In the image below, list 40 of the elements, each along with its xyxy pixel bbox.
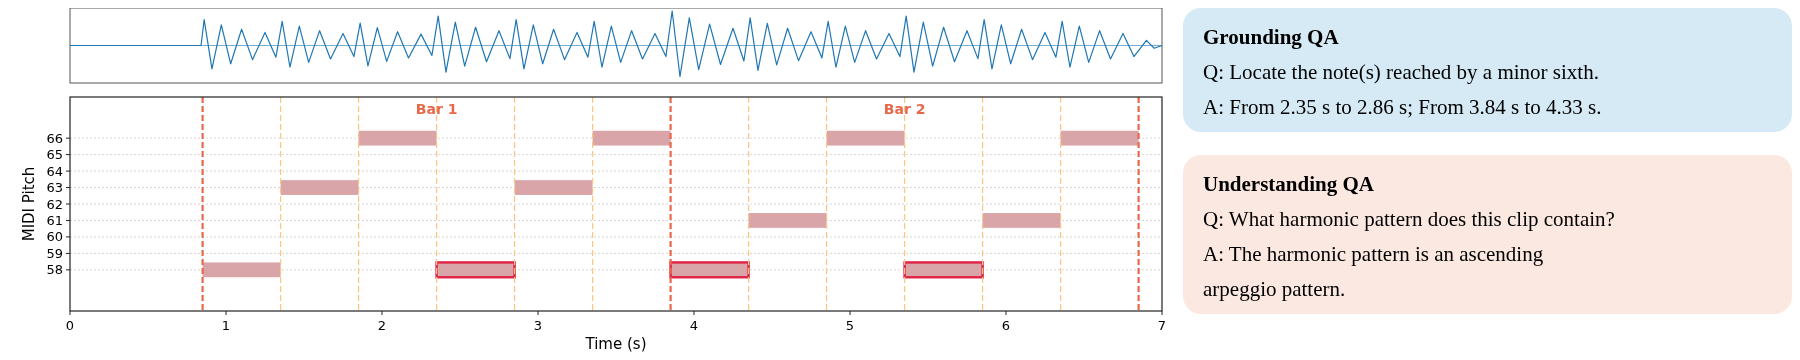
y-tick-label: 66 xyxy=(46,130,63,146)
bar xyxy=(435,261,516,279)
bar xyxy=(592,130,671,146)
y-tick-label: 59 xyxy=(46,245,63,261)
x-tick-label: 1 xyxy=(221,318,231,333)
text: Q: What harmonic pattern does this clip contain? xyxy=(1203,207,1615,231)
x-tick-label: 0 xyxy=(65,318,75,333)
y-tick-label: 64 xyxy=(46,163,63,179)
bar xyxy=(669,261,750,279)
x-tick-label: 5 xyxy=(845,318,855,333)
y-tick-label: 60 xyxy=(46,229,63,245)
x-axis-title: Time (s) xyxy=(584,335,647,353)
bar xyxy=(1060,130,1139,146)
bar xyxy=(514,180,593,195)
text: Understanding QA xyxy=(1203,172,1375,196)
y-tick-label: 62 xyxy=(46,196,63,212)
bar xyxy=(202,262,281,278)
bar xyxy=(826,130,905,146)
annotation: Bar 1 xyxy=(415,101,458,117)
bar xyxy=(280,180,359,195)
text: Q: Locate the note(s) reached by a minor sixth. xyxy=(1203,60,1599,84)
annotation: Bar 2 xyxy=(883,101,926,117)
bar xyxy=(982,213,1061,228)
text: A: The harmonic pattern is an ascending xyxy=(1203,242,1544,266)
y-tick-label: 61 xyxy=(46,212,63,228)
x-tick-label: 7 xyxy=(1157,318,1167,333)
bar xyxy=(748,213,827,228)
text: Grounding QA xyxy=(1203,25,1340,49)
x-tick-label: 3 xyxy=(533,318,543,333)
y-tick-label: 63 xyxy=(46,180,63,196)
x-tick-label: 6 xyxy=(1001,318,1011,333)
y-axis-title: MIDI Pitch xyxy=(20,166,38,242)
y-tick-label: 65 xyxy=(46,147,63,163)
x-tick-label: 2 xyxy=(377,318,387,333)
x-tick-label: 4 xyxy=(689,318,699,333)
bar xyxy=(903,261,984,279)
text: arpeggio pattern. xyxy=(1203,277,1346,301)
bar xyxy=(358,130,437,146)
text: A: From 2.35 s to 2.86 s; From 3.84 s to 4.33 s. xyxy=(1203,95,1602,119)
y-tick-label: 58 xyxy=(46,262,63,278)
